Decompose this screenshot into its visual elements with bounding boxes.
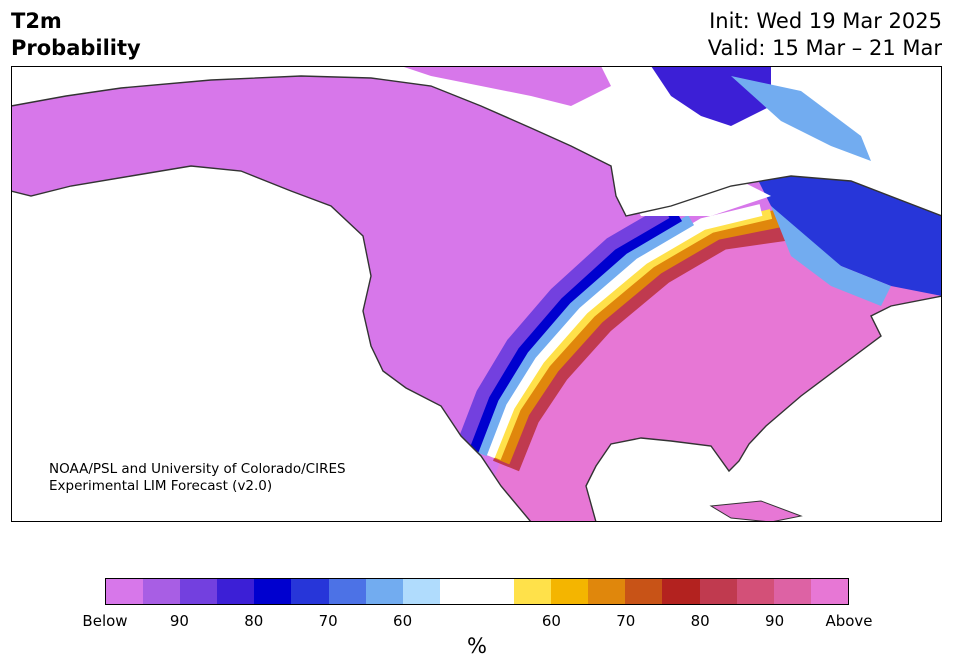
colorbar-unit: %: [467, 634, 487, 658]
colorbar-tick-label: 60: [393, 612, 413, 630]
arctic-islands: [401, 66, 611, 106]
title-product: Probability: [11, 36, 141, 60]
colorbar-cell: [180, 579, 218, 604]
title-variable: T2m: [11, 9, 62, 33]
colorbar-cell: [551, 579, 589, 604]
colorbar-tick-label: Below: [82, 612, 128, 630]
colorbar-cell: [439, 579, 477, 604]
colorbar-tick-label: Above: [825, 612, 873, 630]
colorbar-cell: [810, 579, 848, 604]
colorbar-cell: [254, 579, 292, 604]
colorbar-cell: [328, 579, 366, 604]
colorbar-cell: [217, 579, 255, 604]
region-below-east: [751, 166, 942, 296]
forecast-dates: Init: Wed 19 Mar 2025 Valid: 15 Mar – 21…: [708, 8, 942, 62]
band-below-90: [456, 205, 670, 449]
credit-text: NOAA/PSL and University of Colorado/CIRE…: [49, 461, 346, 495]
colorbar: [105, 578, 849, 605]
caribbean-islands: [709, 500, 803, 522]
colorbar-cell: [699, 579, 737, 604]
band-below-60: [475, 214, 695, 457]
greenland-coast: [731, 76, 871, 161]
colorbar-tick-label: 70: [616, 612, 636, 630]
colorbar-tick-label: 80: [690, 612, 710, 630]
band-neutral: [483, 204, 763, 459]
colorbar-cell: [365, 579, 403, 604]
colorbar-cell: [291, 579, 329, 604]
colorbar-cell: [625, 579, 663, 604]
band-below-80: [467, 210, 683, 453]
colorbar-cell: [662, 579, 700, 604]
colorbar-tick-label: 70: [318, 612, 338, 630]
colorbar-cell: [588, 579, 626, 604]
colorbar-cell: [476, 579, 515, 604]
colorbar-tick-label: 90: [765, 612, 785, 630]
colorbar-cell: [514, 579, 552, 604]
colorbar-tick-label: 90: [169, 612, 189, 630]
credit-line2: Experimental LIM Forecast (v2.0): [49, 478, 273, 494]
colorbar-cell: [402, 579, 440, 604]
map-title: T2m Probability: [11, 8, 141, 62]
credit-line1: NOAA/PSL and University of Colorado/CIRE…: [49, 461, 346, 477]
valid-date: Valid: 15 Mar – 21 Mar: [707, 36, 942, 60]
colorbar-cell: [143, 579, 181, 604]
colorbar-tick-label: 80: [244, 612, 264, 630]
probability-map: [11, 66, 942, 522]
colorbar-cell: [736, 579, 774, 604]
colorbar-cell: [773, 579, 811, 604]
colorbar-tick-label: 60: [541, 612, 561, 630]
map-frame: [11, 66, 942, 522]
init-date: Init: Wed 19 Mar 2025: [709, 9, 942, 33]
colorbar-cell: [106, 579, 144, 604]
region-below-east-edge: [771, 206, 891, 306]
